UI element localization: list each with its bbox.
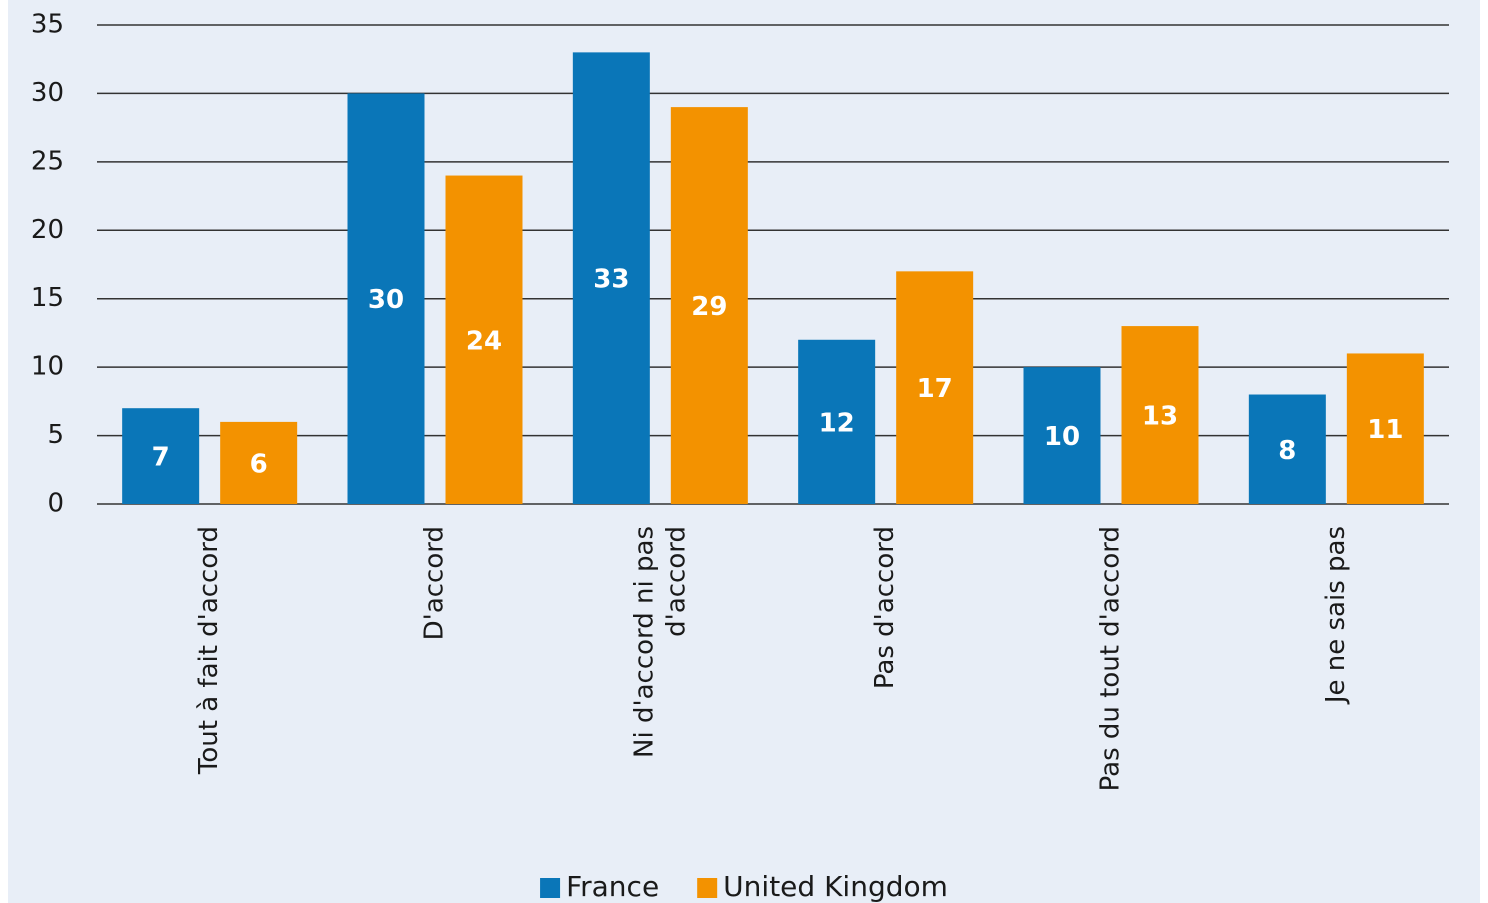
legend-label: France: [566, 870, 659, 903]
bar: [670, 107, 748, 504]
legend-swatch: [697, 878, 718, 898]
x-tick-label-line: d'accord: [661, 526, 691, 637]
x-tick-label: D'accord: [420, 526, 450, 640]
value-label: 24: [466, 326, 502, 356]
bar: [1346, 353, 1424, 504]
value-label: 11: [1367, 415, 1403, 445]
value-label: 30: [368, 285, 404, 315]
bar: [347, 93, 425, 504]
y-tick-label: 5: [47, 420, 64, 450]
y-tick-label: 20: [31, 215, 64, 245]
value-label: 7: [152, 443, 170, 473]
bar: [896, 271, 974, 504]
y-tick-label: 10: [31, 352, 64, 382]
bar: [122, 408, 200, 504]
y-tick-label: 0: [47, 489, 64, 519]
value-label: 33: [593, 265, 629, 295]
bar: [798, 339, 876, 504]
x-tick-label: Tout à fait d'accord: [194, 526, 224, 775]
x-tick-label-line: Ni d'accord ni pas: [629, 526, 659, 758]
value-label: 10: [1044, 422, 1080, 452]
x-tick-label: Ni d'accord ni pasd'accord: [629, 526, 691, 758]
value-label: 8: [1278, 436, 1296, 466]
value-label: 6: [250, 449, 268, 479]
y-tick-label: 30: [31, 78, 64, 108]
y-tick-label: 25: [31, 146, 64, 176]
value-label: 29: [691, 292, 727, 322]
bar: [220, 421, 298, 504]
x-tick-label: Je ne sais pas: [1321, 526, 1351, 705]
legend-swatch: [540, 878, 561, 898]
x-tick-label: Pas du tout d'accord: [1096, 526, 1126, 791]
y-tick-label: 35: [31, 10, 64, 40]
y-tick-label: 15: [31, 283, 64, 313]
bar: [445, 175, 523, 505]
value-label: 12: [819, 408, 855, 438]
x-tick-label: Pas d'accord: [870, 526, 900, 689]
bar: [1023, 367, 1101, 504]
value-label: 17: [917, 374, 953, 404]
bar: [572, 52, 650, 504]
legend-label: United Kingdom: [723, 870, 948, 903]
bar: [1121, 326, 1199, 504]
value-label: 13: [1142, 402, 1178, 432]
bar: [1248, 394, 1326, 504]
